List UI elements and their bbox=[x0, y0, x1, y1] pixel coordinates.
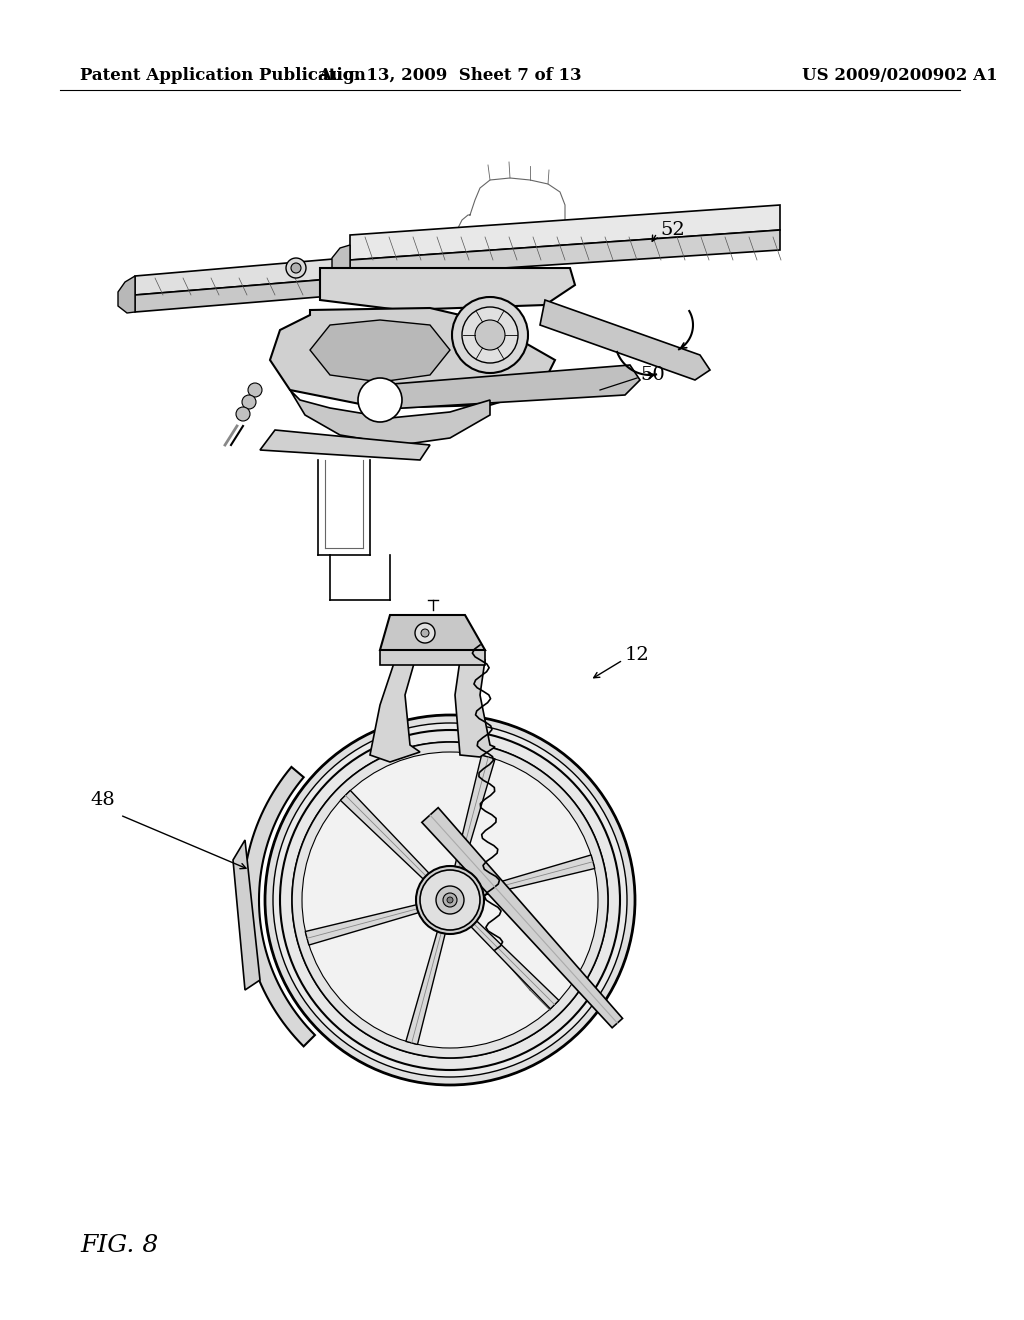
Text: FIG. 8: FIG. 8 bbox=[80, 1233, 159, 1257]
Circle shape bbox=[291, 263, 301, 273]
Circle shape bbox=[292, 742, 608, 1059]
Polygon shape bbox=[478, 855, 595, 896]
Circle shape bbox=[475, 319, 505, 350]
Circle shape bbox=[358, 378, 402, 422]
Circle shape bbox=[452, 297, 528, 374]
Circle shape bbox=[415, 623, 435, 643]
Text: Patent Application Publication: Patent Application Publication bbox=[80, 66, 366, 83]
Polygon shape bbox=[422, 808, 623, 1028]
Circle shape bbox=[420, 870, 480, 931]
Polygon shape bbox=[406, 928, 446, 1044]
Polygon shape bbox=[135, 275, 380, 312]
Polygon shape bbox=[370, 660, 420, 762]
Polygon shape bbox=[350, 230, 780, 279]
Polygon shape bbox=[380, 615, 485, 649]
Circle shape bbox=[236, 407, 250, 421]
Polygon shape bbox=[319, 268, 575, 310]
Text: 12: 12 bbox=[625, 645, 650, 664]
Circle shape bbox=[443, 894, 457, 907]
Polygon shape bbox=[290, 389, 490, 445]
Circle shape bbox=[447, 898, 453, 903]
Circle shape bbox=[286, 257, 306, 279]
Circle shape bbox=[421, 630, 429, 638]
Polygon shape bbox=[468, 919, 559, 1008]
Circle shape bbox=[302, 752, 598, 1048]
Text: 48: 48 bbox=[90, 791, 115, 809]
Polygon shape bbox=[270, 308, 555, 408]
Polygon shape bbox=[332, 246, 350, 279]
Circle shape bbox=[436, 886, 464, 913]
Circle shape bbox=[280, 730, 620, 1071]
Polygon shape bbox=[540, 300, 710, 380]
Polygon shape bbox=[243, 767, 315, 1047]
Polygon shape bbox=[455, 660, 495, 756]
Polygon shape bbox=[310, 319, 450, 381]
Polygon shape bbox=[350, 205, 780, 260]
Circle shape bbox=[462, 308, 518, 363]
Circle shape bbox=[416, 866, 484, 935]
Text: 50: 50 bbox=[640, 366, 665, 384]
Text: 52: 52 bbox=[660, 220, 685, 239]
Circle shape bbox=[248, 383, 262, 397]
Circle shape bbox=[242, 395, 256, 409]
Polygon shape bbox=[118, 276, 135, 313]
Text: Aug. 13, 2009  Sheet 7 of 13: Aug. 13, 2009 Sheet 7 of 13 bbox=[318, 66, 582, 83]
Polygon shape bbox=[233, 840, 260, 990]
Circle shape bbox=[265, 715, 635, 1085]
Circle shape bbox=[273, 723, 627, 1077]
Polygon shape bbox=[370, 366, 640, 411]
Polygon shape bbox=[305, 904, 422, 945]
Polygon shape bbox=[380, 649, 485, 665]
Text: US 2009/0200902 A1: US 2009/0200902 A1 bbox=[802, 66, 997, 83]
Polygon shape bbox=[340, 791, 431, 882]
Polygon shape bbox=[260, 430, 430, 459]
Polygon shape bbox=[454, 755, 495, 873]
Circle shape bbox=[292, 742, 608, 1059]
Polygon shape bbox=[135, 255, 380, 294]
